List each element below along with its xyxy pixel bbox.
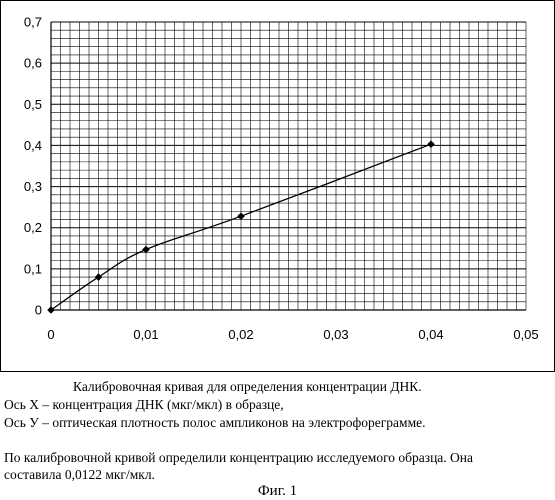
data-point-marker: [427, 140, 435, 148]
caption-title: Калибровочная кривая для определения кон…: [73, 378, 422, 396]
y-tick-label: 0,6: [24, 56, 42, 71]
caption-x-axis: Ось X – концентрация ДНК (мкг/мкл) в обр…: [4, 396, 284, 414]
result-text-line-1: По калибровочной кривой определили конце…: [4, 449, 473, 467]
y-tick-label: 0,3: [24, 179, 42, 194]
y-tick-label: 0,7: [24, 15, 42, 30]
data-point-marker: [95, 273, 103, 281]
x-tick-label: 0: [47, 327, 54, 342]
y-tick-label: 0,2: [24, 220, 42, 235]
x-tick-label: 0,02: [228, 327, 253, 342]
x-tick-label: 0,01: [133, 327, 158, 342]
caption-y-axis: Ось У – оптическая плотность полос ампли…: [4, 414, 425, 432]
y-tick-label: 0,1: [24, 261, 42, 276]
x-tick-label: 0,04: [418, 327, 443, 342]
y-tick-label: 0: [35, 303, 42, 318]
grid-lines: [51, 22, 526, 310]
chart-border: [1, 1, 555, 372]
figure-label: Фиг. 1: [0, 482, 555, 500]
x-tick-label: 0,03: [323, 327, 348, 342]
y-tick-label: 0,4: [24, 138, 42, 153]
y-tick-label: 0,5: [24, 97, 42, 112]
data-point-marker: [237, 212, 245, 220]
x-tick-label: 0,05: [513, 327, 538, 342]
calibration-chart: 0 0,1 0,2 0,3 0,4 0,5 0,6 0,7 0 0,01 0,02 0,03 0,04 0…: [0, 0, 555, 372]
